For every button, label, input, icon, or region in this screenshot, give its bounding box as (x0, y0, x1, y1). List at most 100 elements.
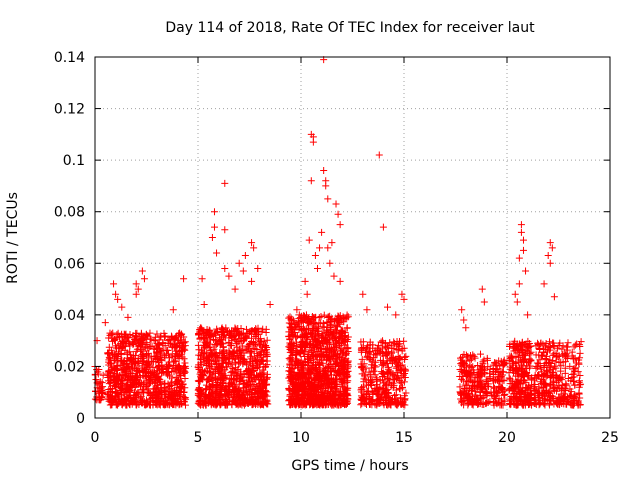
data-point (402, 352, 410, 360)
y-tick-label: 0.06 (54, 256, 85, 272)
data-point (576, 349, 584, 357)
data-point (332, 200, 340, 208)
data-point (248, 277, 256, 285)
data-point (127, 369, 135, 377)
data-point (221, 179, 229, 187)
data-point (111, 389, 119, 397)
x-axis-label: GPS time / hours (291, 458, 408, 474)
x-tick-label: 0 (91, 430, 100, 446)
data-point (221, 264, 229, 272)
data-point (153, 400, 161, 408)
data-point (147, 368, 155, 376)
data-point (114, 350, 122, 358)
data-point (146, 401, 154, 409)
data-point (153, 349, 161, 357)
data-point (120, 338, 128, 346)
data-point (133, 367, 141, 375)
data-point (134, 357, 142, 365)
data-point (165, 358, 173, 366)
data-point (143, 360, 151, 368)
data-point (118, 384, 126, 392)
data-point (108, 384, 116, 392)
data-point (156, 378, 164, 386)
data-point (173, 392, 181, 400)
data-point (151, 333, 159, 341)
data-point (517, 221, 525, 229)
data-point (117, 391, 125, 399)
data-point (394, 346, 402, 354)
data-point (171, 334, 179, 342)
data-point (118, 356, 126, 364)
data-point (112, 344, 120, 352)
data-point (546, 259, 554, 267)
data-point (173, 333, 181, 341)
data-point (141, 344, 149, 352)
data-point (93, 393, 101, 401)
data-point (122, 401, 130, 409)
data-point (156, 401, 164, 409)
data-point (168, 367, 176, 375)
data-point (180, 393, 188, 401)
data-point (546, 338, 554, 346)
grid-layer (95, 57, 610, 418)
data-point (118, 330, 126, 338)
data-point (318, 228, 326, 236)
data-point (524, 311, 532, 319)
data-point (156, 395, 164, 403)
data-point (179, 366, 187, 374)
data-point (146, 343, 154, 351)
data-point (139, 336, 147, 344)
data-point (210, 208, 218, 216)
data-point (154, 374, 162, 382)
data-point (150, 337, 158, 345)
data-point (336, 277, 344, 285)
data-point (107, 346, 115, 354)
data-point (112, 378, 120, 386)
x-tick-label: 20 (498, 430, 516, 446)
data-point (128, 338, 136, 346)
data-point (178, 385, 186, 393)
data-point (147, 395, 155, 403)
data-point (326, 259, 334, 267)
data-point (139, 388, 147, 396)
data-point (180, 369, 188, 377)
data-point (92, 375, 100, 383)
data-point (155, 340, 163, 348)
data-point (118, 303, 126, 311)
y-axis-label: ROTI / TECUs (5, 192, 21, 284)
data-point (126, 392, 134, 400)
data-point (208, 234, 216, 241)
data-point (108, 396, 116, 404)
data-point (131, 383, 139, 391)
data-point (200, 301, 208, 309)
data-point (121, 372, 129, 380)
data-point (477, 350, 485, 358)
data-point (311, 252, 319, 260)
data-point (460, 316, 468, 324)
data-point (161, 332, 169, 340)
data-point (118, 383, 126, 391)
data-point (322, 182, 330, 190)
data-point (114, 355, 122, 363)
data-point (173, 398, 181, 406)
data-point (110, 280, 118, 288)
data-point (172, 362, 180, 370)
data-point (143, 359, 151, 367)
y-tick-label: 0.04 (54, 308, 85, 324)
data-point (119, 397, 127, 405)
data-point (171, 357, 179, 365)
data-point (210, 223, 218, 231)
x-tick-label: 10 (292, 430, 310, 446)
data-point (522, 267, 530, 275)
data-point (159, 340, 167, 348)
data-point (176, 381, 184, 389)
data-point (540, 280, 548, 288)
data-point (480, 298, 488, 306)
data-point (262, 325, 270, 333)
data-point (105, 334, 113, 342)
data-point (170, 341, 178, 349)
data-point (118, 371, 126, 379)
data-point (313, 264, 321, 272)
data-point (152, 355, 160, 363)
